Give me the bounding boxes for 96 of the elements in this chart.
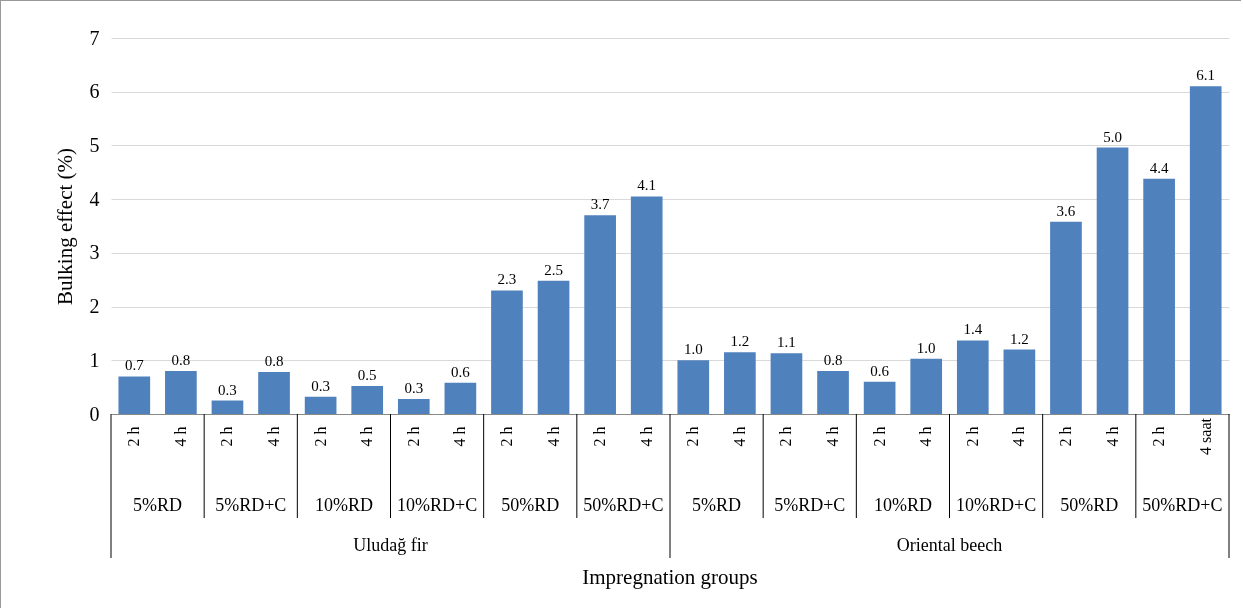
x-tick-label: 2 h (684, 426, 702, 447)
x-tick-label: 2 h (1056, 426, 1074, 447)
text: 50%RD+C (583, 495, 664, 515)
x-tick-label: 2 h (591, 426, 609, 447)
x-tick-label: 2 h (1150, 426, 1168, 447)
y-tick-label: 6 (89, 80, 100, 103)
x-tick-label: 2 h (125, 426, 143, 447)
data-label: 0.7 (124, 357, 145, 374)
data-label: 3.6 (1056, 202, 1076, 219)
bar (491, 290, 523, 414)
text: Oriental beech (896, 535, 1003, 555)
text: 10%RD+C (956, 495, 1037, 515)
data-label: 0.3 (311, 377, 330, 394)
x-tick-label: 2 h (311, 426, 329, 447)
y-tick-label: 2 (89, 295, 100, 318)
bar (118, 376, 151, 414)
y-axis-title: Bulking effect (%) (52, 147, 77, 306)
data-label: 0.8 (171, 352, 191, 369)
bar (817, 371, 849, 414)
x-tick-label: 4 h (358, 426, 376, 447)
x-tick-label: 4 h (171, 426, 189, 447)
data-label: 1.0 (916, 339, 936, 356)
text: 5%RD (692, 495, 742, 515)
bar (677, 360, 710, 414)
bar (584, 215, 616, 414)
data-label: 6.1 (1196, 67, 1216, 84)
data-label: 4.4 (1149, 159, 1169, 176)
bar (1189, 86, 1222, 414)
x-tick-label: 2 h (870, 426, 888, 447)
bar (537, 280, 570, 414)
y-tick-label: 4 (89, 187, 100, 210)
bar (1143, 178, 1175, 414)
bar (724, 352, 756, 414)
data-label: 2.3 (497, 271, 517, 288)
data-label: 0.5 (357, 367, 377, 384)
data-label: 1.2 (1010, 330, 1029, 347)
bar (165, 371, 197, 414)
x-tick-label: 4 saat (1196, 417, 1214, 455)
text: 10%RD+C (397, 495, 478, 515)
x-tick-label: 2 h (777, 426, 795, 447)
data-label: 1.1 (777, 334, 796, 351)
data-label: 0.3 (404, 379, 424, 396)
text: 5%RD+C (215, 495, 287, 515)
data-label: 0.6 (451, 363, 471, 380)
bar (258, 372, 290, 414)
text: 50%RD+C (1142, 495, 1223, 515)
data-label: 4.1 (637, 177, 657, 194)
bar (444, 382, 477, 414)
x-tick-label: 4 h (544, 426, 562, 447)
bar (211, 400, 244, 414)
text: 5%RD+C (774, 495, 846, 515)
data-label: 1.4 (963, 321, 983, 338)
x-tick-label: 4 h (730, 426, 748, 447)
bar (630, 196, 663, 414)
y-tick-label: 5 (89, 133, 100, 156)
x-tick-label: 2 h (497, 426, 515, 447)
text: Uludağ fir (353, 535, 428, 555)
data-label: 1.2 (730, 333, 750, 350)
text: Impregnation groups (582, 565, 758, 589)
x-tick-label: 2 h (963, 426, 981, 447)
data-label: 1.0 (683, 341, 703, 358)
text: 10%RD (873, 495, 932, 515)
text: 10%RD (314, 495, 373, 515)
data-label: 0.6 (870, 362, 890, 379)
x-tick-label: 4 h (1103, 426, 1121, 447)
x-tick-label: 4 h (917, 426, 935, 447)
x-tick-label: 4 h (451, 426, 469, 447)
x-tick-label: 2 h (404, 426, 422, 447)
bar (304, 396, 337, 414)
data-label: 3.7 (590, 196, 610, 213)
y-tick-label: 3 (89, 241, 100, 264)
text: 5%RD (133, 495, 183, 515)
x-tick-label: 2 h (218, 426, 236, 447)
bar (1050, 221, 1082, 414)
bar (1003, 349, 1036, 414)
bar (956, 340, 989, 414)
y-tick-label: 1 (89, 348, 100, 371)
x-tick-label: 4 h (824, 426, 842, 447)
bar (397, 398, 430, 414)
data-label: 2.5 (544, 261, 563, 278)
bar (770, 353, 803, 414)
data-label: 0.8 (264, 353, 284, 370)
x-tick-label: 4 h (1010, 426, 1028, 447)
bar (1096, 147, 1129, 414)
y-tick-label: 7 (89, 26, 100, 49)
text: 50%RD (1060, 495, 1119, 515)
data-label: 0.3 (218, 381, 237, 398)
bar (863, 381, 896, 414)
data-label: 5.0 (1103, 128, 1122, 145)
x-tick-label: 4 h (265, 426, 283, 447)
x-tick-label: 4 h (637, 426, 655, 447)
bar (351, 386, 384, 414)
text: 50%RD (501, 495, 560, 515)
y-tick-label: 0 (89, 402, 100, 425)
data-label: 0.8 (823, 352, 843, 369)
bar (910, 358, 943, 414)
